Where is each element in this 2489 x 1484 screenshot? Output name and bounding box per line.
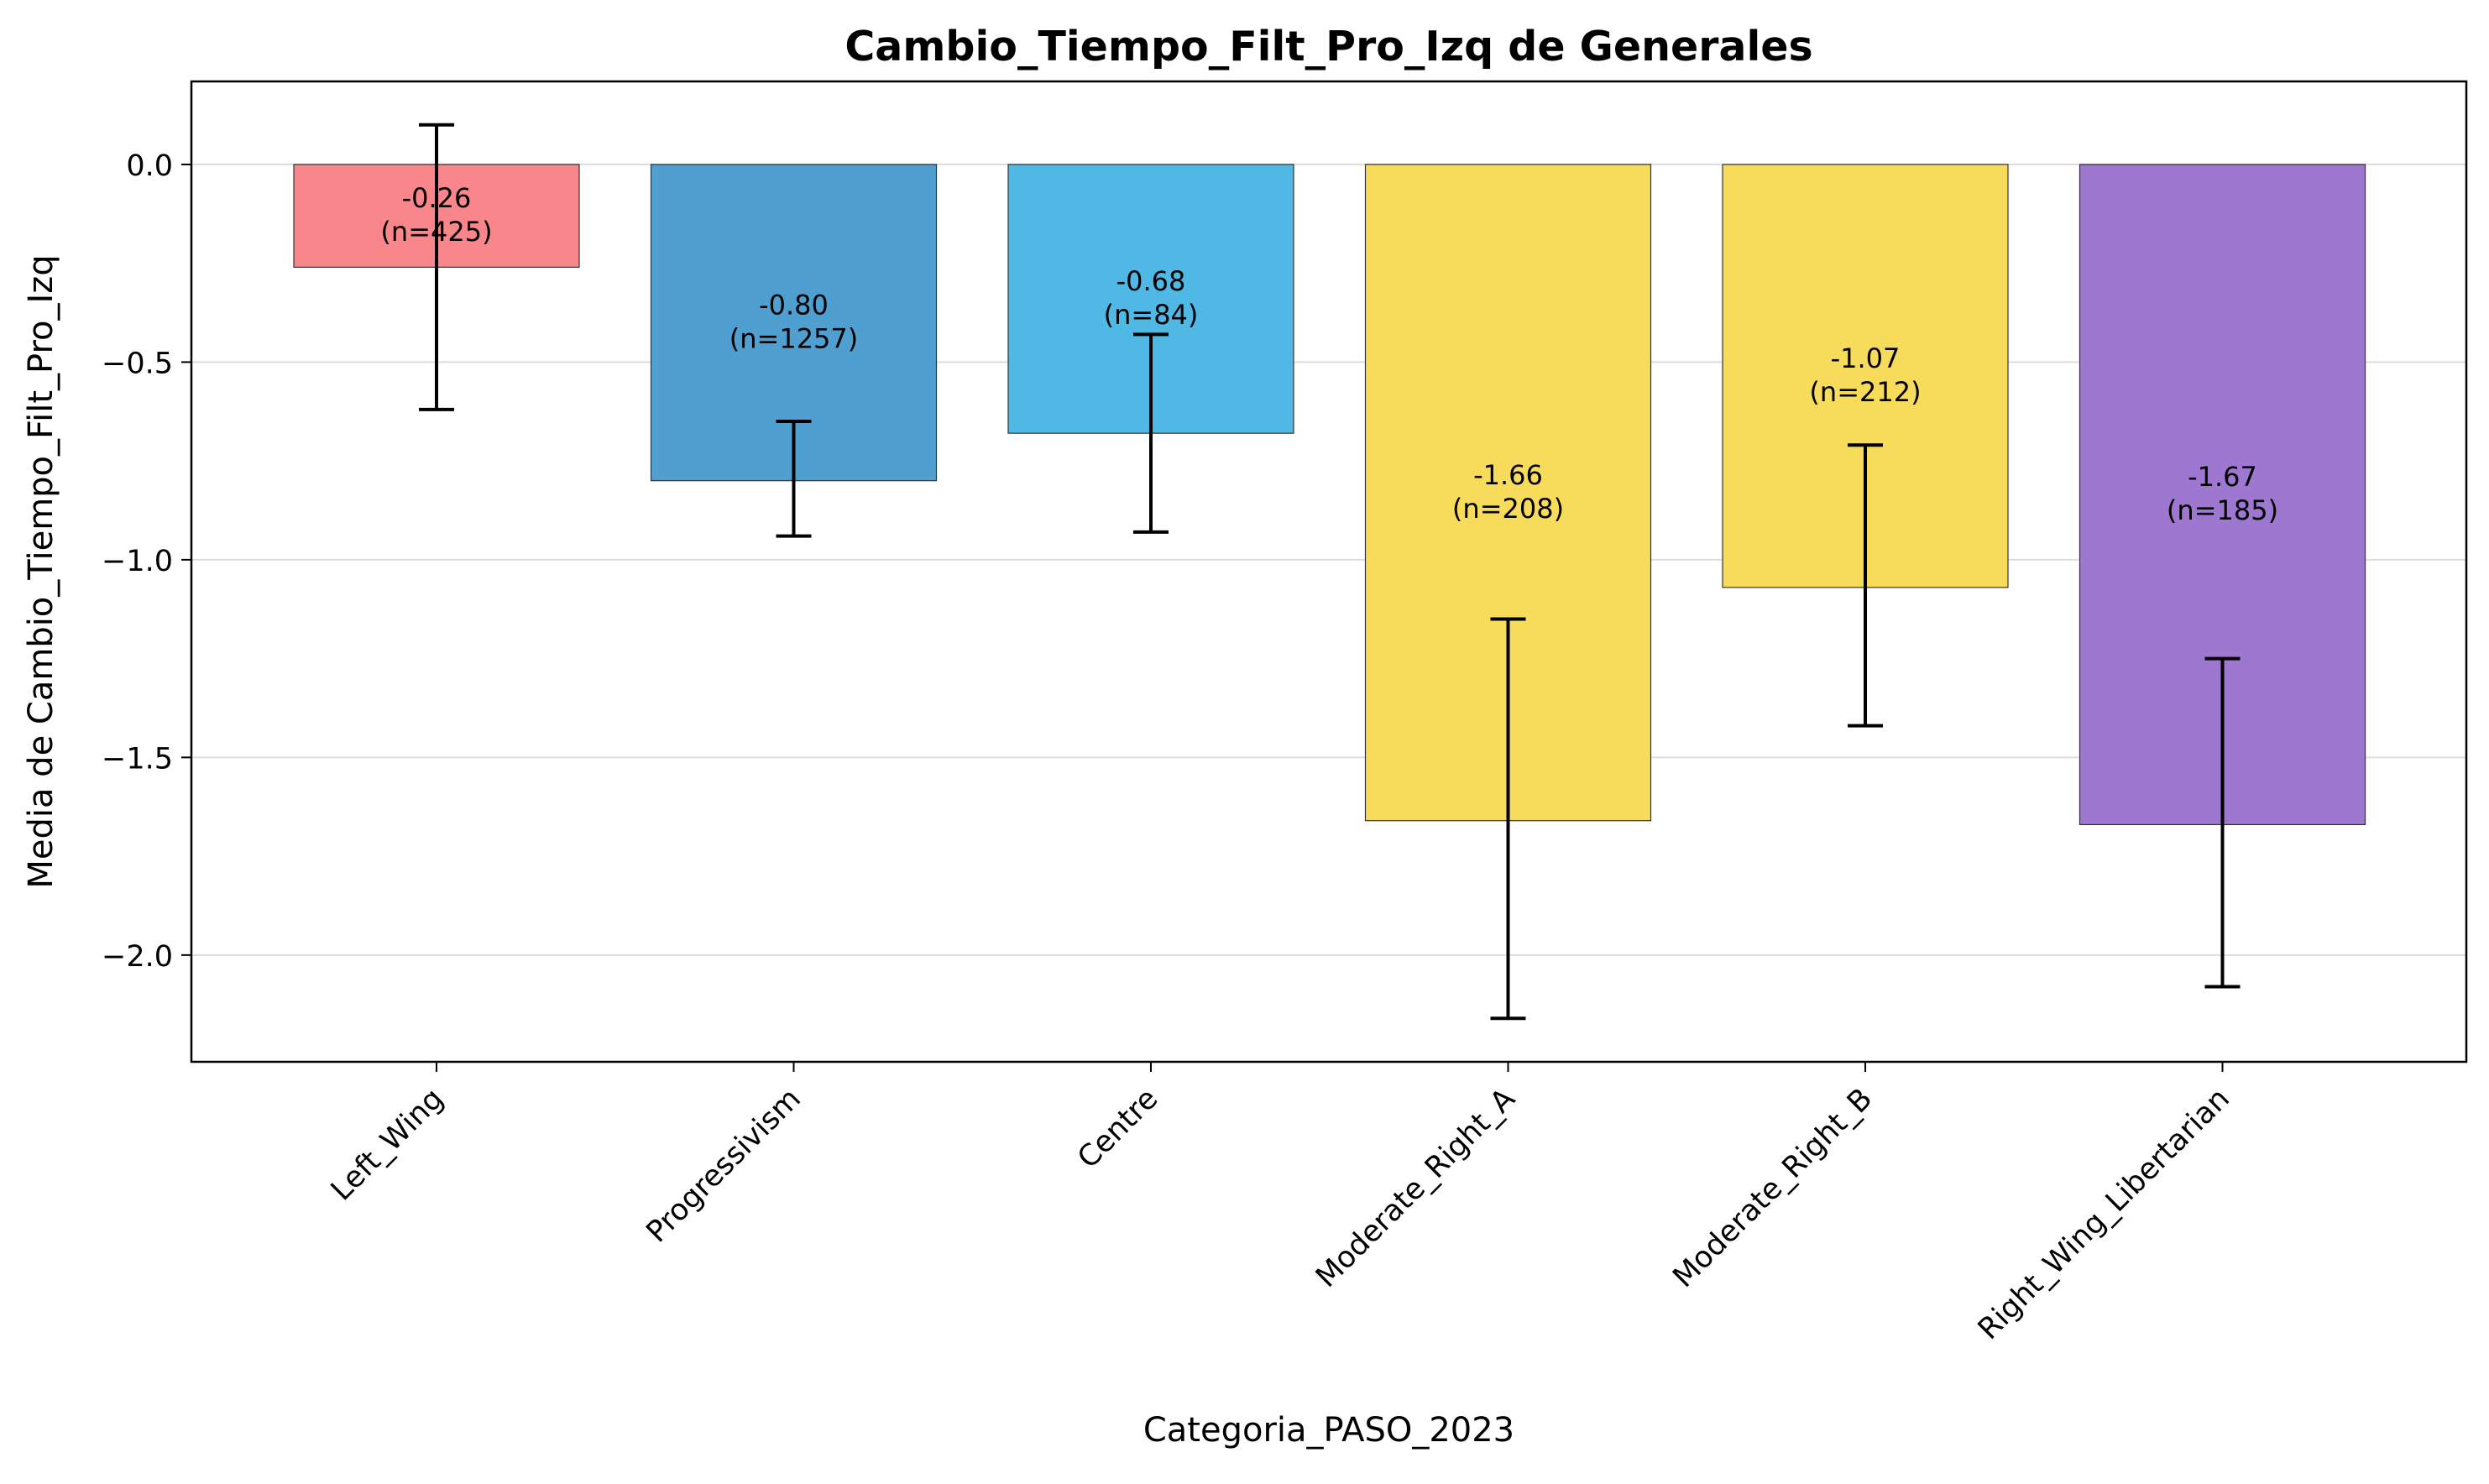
bar-count-label: (n=185): [2167, 494, 2278, 526]
bar-count-label: (n=212): [1809, 376, 1921, 408]
plot-frame: [190, 80, 2468, 1063]
error-bars: [419, 123, 2241, 1021]
bar-value-label: -0.68: [1116, 265, 1186, 297]
data-labels: -0.26(n=425) -0.80(n=1257) -0.68(n=84) -1.6…: [380, 182, 2278, 526]
bar-count-label: (n=208): [1452, 493, 1564, 525]
bar-value-label: -1.67: [2188, 461, 2257, 493]
bar-count-label: (n=425): [380, 216, 492, 248]
y-axis-ticks: 0.0 −0.5 −1.0 −1.5 −2.0: [102, 149, 191, 974]
x-axis-label: Categoria_PASO_2023: [1143, 1411, 1514, 1450]
y-tick-label: −1.5: [102, 742, 173, 776]
bar-value-label: -0.80: [759, 289, 829, 321]
y-axis-label: Media de Cambio_Tiempo_Filt_Pro_Izq: [22, 254, 60, 888]
chart-title: Cambio_Tiempo_Filt_Pro_Izq de Generales: [844, 23, 1812, 71]
bar-value-label: -1.07: [1831, 342, 1901, 374]
y-tick-label: −1.0: [102, 545, 173, 578]
bar-value-label: -0.26: [402, 182, 472, 214]
bar-count-label: (n=84): [1104, 299, 1199, 331]
y-tick-label: −0.5: [102, 347, 173, 380]
y-tick-label: −2.0: [102, 940, 173, 974]
bar-count-label: (n=1257): [729, 322, 859, 354]
y-tick-label: 0.0: [126, 149, 173, 183]
bar-value-label: -1.66: [1473, 459, 1543, 491]
